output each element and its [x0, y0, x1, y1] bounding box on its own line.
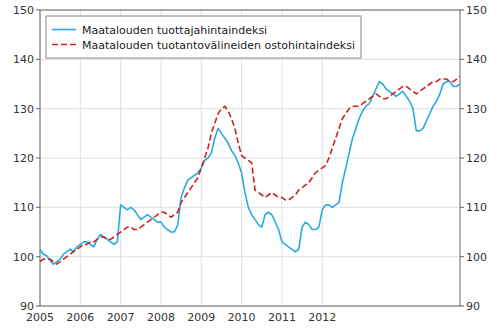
plot-frame [40, 10, 460, 306]
tick-label: 2005 [26, 311, 54, 324]
y2-axis: 90 100 110 120 130 140 150 [460, 4, 487, 313]
grid-line [40, 59, 460, 60]
tick-label: 100 [466, 251, 487, 264]
tick-label: 2009 [187, 311, 215, 324]
tick-label: 110 [13, 201, 34, 214]
tick-label: 120 [13, 152, 34, 165]
tick [36, 306, 40, 307]
legend-swatch [52, 29, 76, 31]
tick-label: 130 [13, 103, 34, 116]
tick-label: 2006 [66, 311, 94, 324]
chart: 9010011012013014015090100110120130140150… [0, 0, 500, 330]
grid-line [40, 108, 460, 109]
tick-label: 2007 [107, 311, 135, 324]
tick-label: 2010 [228, 311, 256, 324]
tick-label: 140 [466, 53, 487, 66]
tick-label: 100 [13, 251, 34, 264]
tick-label: 150 [13, 4, 34, 17]
legend-label: Maatalouden tuotantovälineiden ostohinta… [82, 39, 355, 52]
tick [36, 207, 40, 208]
tick [36, 158, 40, 159]
x-axis: 2005 2006 2007 2008 2009 2010 2011 2012 [26, 311, 336, 324]
tick [36, 59, 40, 60]
tick-label: 2011 [268, 311, 296, 324]
tick-label: 90 [466, 300, 480, 313]
grid-line [40, 207, 460, 208]
tick [460, 306, 464, 307]
tick-label: 110 [466, 201, 487, 214]
tick [460, 108, 464, 109]
tick [36, 10, 40, 11]
grid-line [40, 256, 460, 257]
legend-box [46, 16, 361, 58]
tick-label: 2008 [147, 311, 175, 324]
tick [460, 256, 464, 257]
series-line [40, 77, 460, 264]
grid-line [40, 158, 460, 159]
tick [460, 158, 464, 159]
tick [36, 108, 40, 109]
tick [460, 10, 464, 11]
tick-label: 140 [13, 53, 34, 66]
tick-label: 130 [466, 103, 487, 116]
tick [460, 207, 464, 208]
grid [40, 10, 460, 306]
lines [40, 77, 460, 264]
y-axis: 90100110120130140150 [13, 4, 40, 313]
legend-swatch [52, 44, 76, 46]
tick [460, 59, 464, 60]
legend: Maatalouden tuottajahintaindeksi Maatalou… [46, 16, 361, 58]
tick-label: 2012 [308, 311, 336, 324]
legend-label: Maatalouden tuottajahintaindeksi [82, 24, 267, 37]
tick [36, 256, 40, 257]
tick-label: 120 [466, 152, 487, 165]
tick-label: 150 [466, 4, 487, 17]
